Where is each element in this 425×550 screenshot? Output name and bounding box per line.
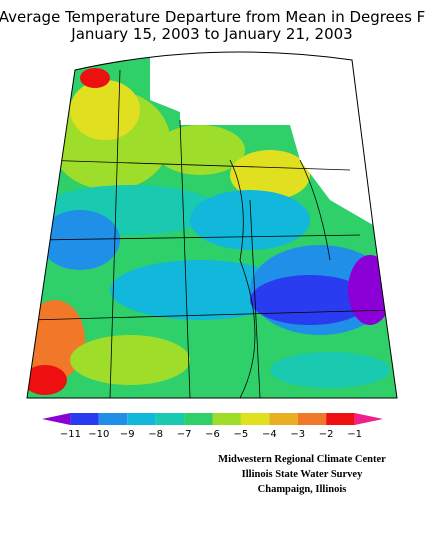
colorbar-swatch [127,413,156,425]
colorbar-label: −10 [88,429,109,440]
colorbar-swatch [326,413,355,425]
title-line: January 15, 2003 to January 21, 2003 [70,25,352,43]
colorbar-label: −11 [60,429,81,440]
colorbar-swatch [42,413,71,425]
colorbar-label: −9 [120,429,135,440]
colorbar-label: −8 [148,429,163,440]
colorbar-swatch [184,413,213,425]
credit: Midwestern Regional Climate Center [218,454,386,465]
colorbar-label: −3 [290,429,305,440]
credit: Champaign, Illinois [258,484,347,495]
colorbar-swatch [70,413,99,425]
map [27,52,397,398]
colorbar-label: −7 [177,429,192,440]
colorbar-swatch [212,413,241,425]
colorbar-label: −2 [319,429,334,440]
credit: Illinois State Water Survey [242,469,363,480]
title-line: Average Temperature Departure from Mean … [0,8,425,26]
colorbar-swatch [354,413,383,425]
map-frame [26,51,398,399]
colorbar-swatch [240,413,270,425]
colorbar-swatch [98,413,128,425]
colorbar: −11 −10 −9 −8 −7 −6 −5 −4 −3 −2 −1 [42,413,383,440]
colorbar-label: −1 [347,429,362,440]
colorbar-label: −6 [205,429,220,440]
colorbar-swatch [297,413,327,425]
colorbar-label: −4 [262,429,277,440]
colorbar-swatch [155,413,185,425]
colorbar-swatch [269,413,298,425]
colorbar-label: −5 [234,429,249,440]
